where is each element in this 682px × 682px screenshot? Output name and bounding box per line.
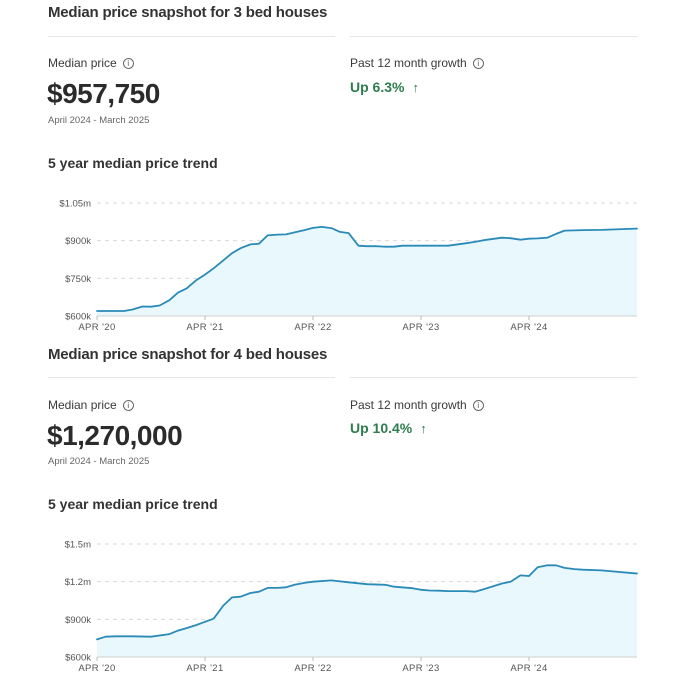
median-price-value: $1,270,000 <box>47 420 183 451</box>
x-tick-label: APR '22 <box>294 663 331 674</box>
x-tick-label: APR '23 <box>402 322 439 333</box>
info-icon[interactable]: i <box>472 399 484 411</box>
x-tick-label: APR '21 <box>186 663 223 674</box>
y-tick-label: $900k <box>65 236 91 247</box>
trend-title: 5 year median price trend <box>48 496 218 512</box>
median-price-value: $957,750 <box>47 78 160 109</box>
arrow-up-icon: ↑ <box>412 79 419 95</box>
growth-value-text: Up 6.3% <box>350 79 405 95</box>
price-trend-chart: $600k $750k $900k $1.05m APR '20 APR '21 APR '… <box>59 199 638 333</box>
divider <box>48 377 335 378</box>
x-tick-label: APR '21 <box>186 322 223 333</box>
x-tick-label: APR '24 <box>510 322 547 333</box>
growth-label: Past 12 month growth i <box>350 56 484 70</box>
area-fill <box>97 226 637 316</box>
info-icon[interactable]: i <box>472 57 484 69</box>
x-tick-label: APR '24 <box>510 663 547 674</box>
growth-value-text: Up 10.4% <box>350 420 413 436</box>
snapshot-4-bed: Median price snapshot for 4 bed houses M… <box>0 341 682 682</box>
growth-label-text: Past 12 month growth <box>350 398 467 412</box>
median-price-period: April 2024 - March 2025 <box>48 456 150 467</box>
section-title: Median price snapshot for 3 bed houses <box>48 4 328 21</box>
section-title: Median price snapshot for 4 bed houses <box>48 346 328 363</box>
y-tick-label: $1.05m <box>59 199 91 210</box>
x-tick-label: APR '22 <box>294 322 331 333</box>
y-tick-label: $600k <box>65 312 91 323</box>
growth-label-text: Past 12 month growth <box>350 56 467 70</box>
y-tick-label: $1.5m <box>65 540 91 551</box>
median-price-label-text: Median price <box>48 56 117 70</box>
x-tick-label: APR '20 <box>78 322 115 333</box>
divider <box>350 377 638 378</box>
trend-title: 5 year median price trend <box>48 155 218 171</box>
divider <box>350 36 638 37</box>
y-tick-label: $600k <box>65 653 91 664</box>
info-icon[interactable]: i <box>122 399 134 411</box>
x-tick-label: APR '20 <box>78 663 115 674</box>
growth-value: Up 6.3% ↑ <box>350 79 419 95</box>
median-price-label-text: Median price <box>48 398 117 412</box>
x-tick-label: APR '23 <box>402 663 439 674</box>
median-price-label: Median price i <box>48 56 134 70</box>
series-line <box>96 226 638 312</box>
growth-value: Up 10.4% ↑ <box>350 420 427 436</box>
snapshot-3-bed: Median price snapshot for 3 bed houses M… <box>47 4 638 333</box>
divider <box>48 36 335 37</box>
area-fill <box>97 565 637 657</box>
y-tick-label: $900k <box>65 615 91 626</box>
y-tick-label: $750k <box>65 274 91 285</box>
median-price-label: Median price i <box>48 398 134 412</box>
series-line <box>96 564 638 641</box>
arrow-up-icon: ↑ <box>420 420 427 436</box>
y-tick-label: $1.2m <box>65 577 91 588</box>
info-icon[interactable]: i <box>122 57 134 69</box>
growth-label: Past 12 month growth i <box>350 398 484 412</box>
price-trend-chart: $600k $900k $1.2m $1.5m APR '20 APR '21 APR '2… <box>65 540 638 674</box>
median-price-period: April 2024 - March 2025 <box>48 115 150 126</box>
